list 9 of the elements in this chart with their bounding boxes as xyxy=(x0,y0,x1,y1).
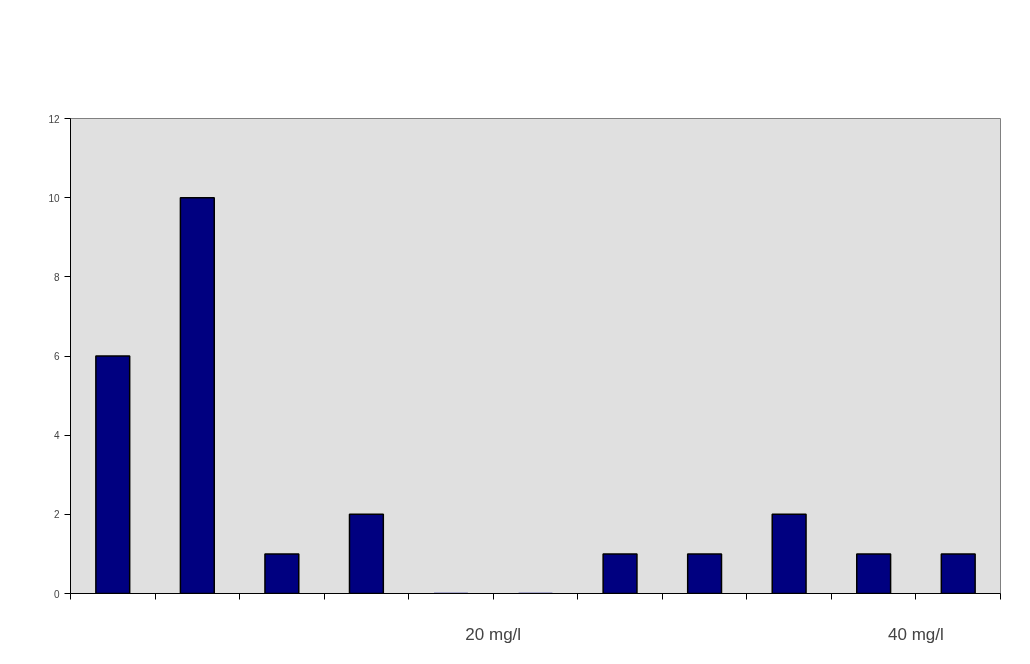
y-tick-label: 2 xyxy=(53,509,60,521)
y-tick-label: 6 xyxy=(53,351,60,362)
y-tick-label: 8 xyxy=(53,271,60,283)
y-tick-label: 0 xyxy=(53,588,60,600)
y-tick-label: 4 xyxy=(53,430,60,442)
x-tick-label: 40 mg/l xyxy=(888,624,944,644)
x-tick-label: 20 mg/l xyxy=(465,624,522,644)
y-tick-label: 10 xyxy=(48,192,60,204)
y-tick-label: 12 xyxy=(48,113,60,125)
